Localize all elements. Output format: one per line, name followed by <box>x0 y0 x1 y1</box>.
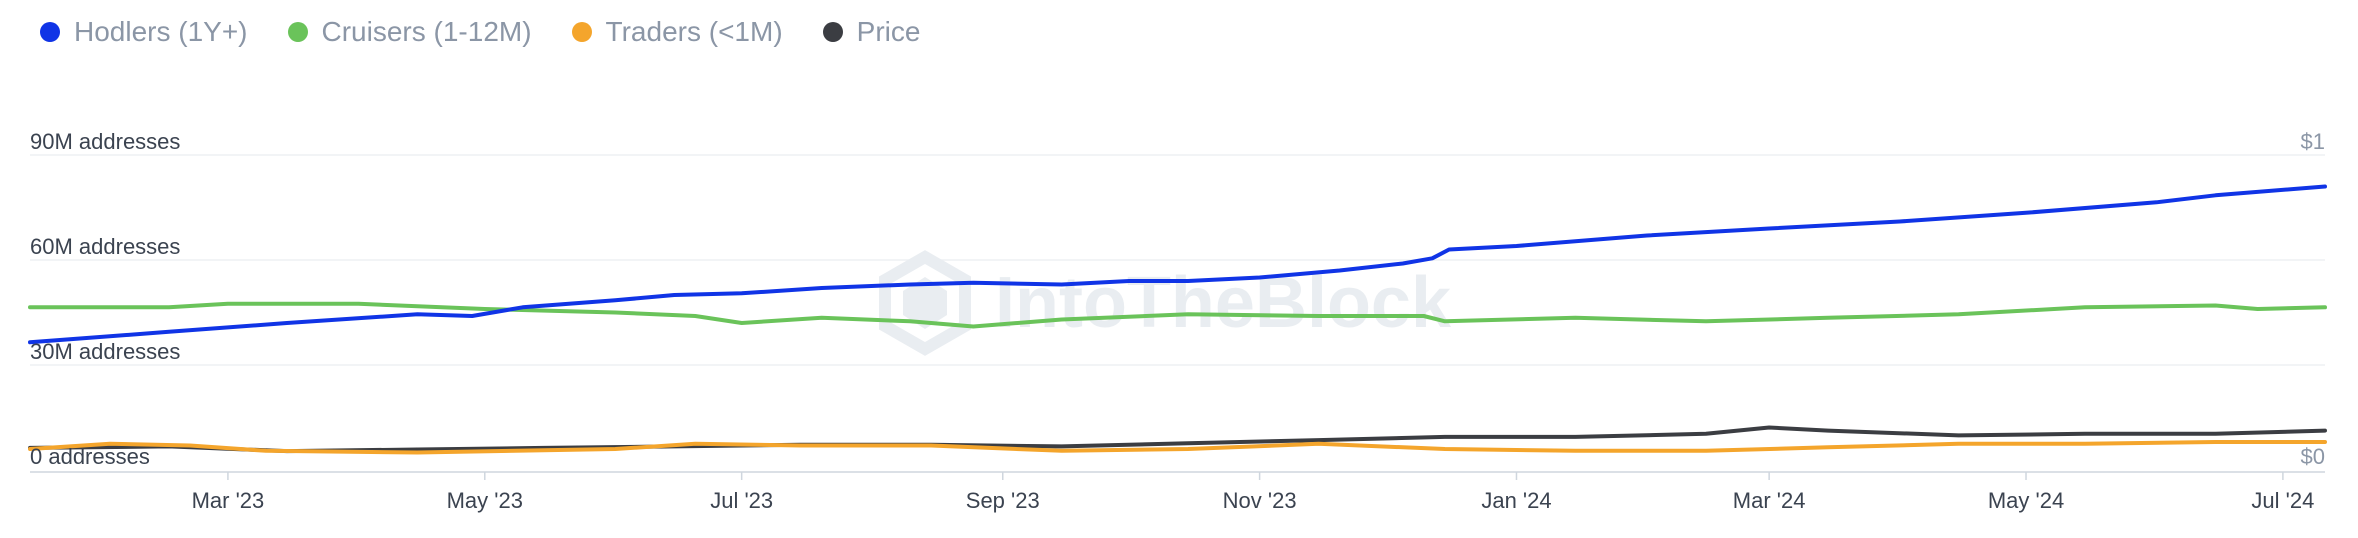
y-tick-label: 30M addresses <box>30 339 180 364</box>
x-tick-label: Nov '23 <box>1223 488 1297 513</box>
x-tick-label: May '24 <box>1988 488 2064 513</box>
right-axis-top-label: $1 <box>2301 129 2325 154</box>
legend-label-traders: Traders (<1M) <box>605 16 783 47</box>
series-line-hodlers-1y <box>28 184 2327 345</box>
legend-label-price: Price <box>856 16 921 47</box>
y-tick-label: 0 addresses <box>30 444 150 469</box>
axes: 0 addresses 30M addresses 60M addresses 90M… <box>30 129 2325 513</box>
series-line-price <box>28 425 2327 454</box>
series-line-traders-1m <box>28 440 2327 455</box>
right-axis-bottom-label: $0 <box>2301 444 2325 469</box>
x-tick-label: May '23 <box>447 488 523 513</box>
legend-marker-price <box>822 22 843 42</box>
series-line-cruisers-1-12m <box>28 301 2327 329</box>
x-tick-label: Jan '24 <box>1481 488 1551 513</box>
legend-label-cruisers: Cruisers (1-12M) <box>321 16 532 47</box>
legend-item-cruisers[interactable]: Cruisers (1-12M) <box>287 12 532 52</box>
legend-item-price[interactable]: Price <box>822 12 921 52</box>
legend-marker-traders <box>571 22 592 42</box>
x-tick-label: Mar '23 <box>192 488 265 513</box>
chart-legend: Hodlers (1Y+) Cruisers (1-12M) Traders (… <box>40 12 920 52</box>
series-lines <box>28 184 2327 455</box>
watermark: IntoTheBlock <box>879 250 1452 356</box>
legend-marker-hodlers <box>40 22 60 42</box>
legend-marker-cruisers <box>287 22 308 42</box>
x-tick-label: Jul '24 <box>2251 488 2314 513</box>
legend-item-traders[interactable]: Traders (<1M) <box>571 12 783 52</box>
x-tick-label: Mar '24 <box>1733 488 1806 513</box>
legend-label-hodlers: Hodlers (1Y+) <box>74 16 248 47</box>
y-tick-label: 60M addresses <box>30 234 180 259</box>
watermark-text: IntoTheBlock <box>995 263 1452 343</box>
watermark-logo-icon <box>879 250 971 356</box>
x-tick-label: Jul '23 <box>710 488 773 513</box>
x-tick-label: Sep '23 <box>966 488 1040 513</box>
legend-item-hodlers[interactable]: Hodlers (1Y+) <box>40 12 248 52</box>
grid-lines <box>30 154 2325 366</box>
y-tick-label: 90M addresses <box>30 129 180 154</box>
